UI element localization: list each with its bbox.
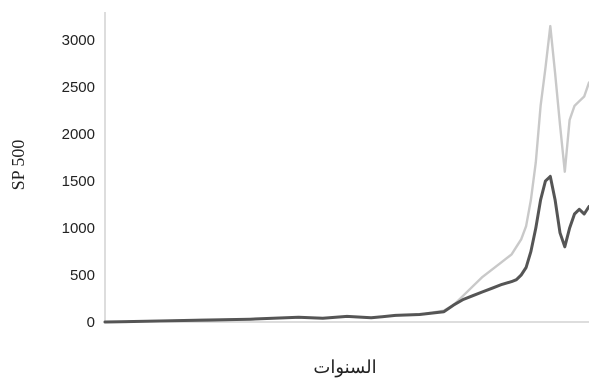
y-axis: 0 500 1000 1500 2000 2500 3000 xyxy=(62,12,106,331)
y-axis-label: SP 500 xyxy=(8,140,28,191)
y-tick-label: 500 xyxy=(70,267,95,284)
y-tick-label: 2500 xyxy=(62,79,95,96)
y-tick-label: 1000 xyxy=(62,220,95,237)
series-line-2 xyxy=(103,174,589,324)
y-tick-label: 2000 xyxy=(62,126,95,143)
series-group xyxy=(103,24,589,324)
x-axis-label: السنوات xyxy=(313,357,376,378)
y-tick-label: 0 xyxy=(87,314,95,331)
y-tick-label: 1500 xyxy=(62,173,95,190)
y-tick-label: 3000 xyxy=(62,32,95,49)
y-tick-labels: 0 500 1000 1500 2000 2500 3000 xyxy=(62,32,95,331)
